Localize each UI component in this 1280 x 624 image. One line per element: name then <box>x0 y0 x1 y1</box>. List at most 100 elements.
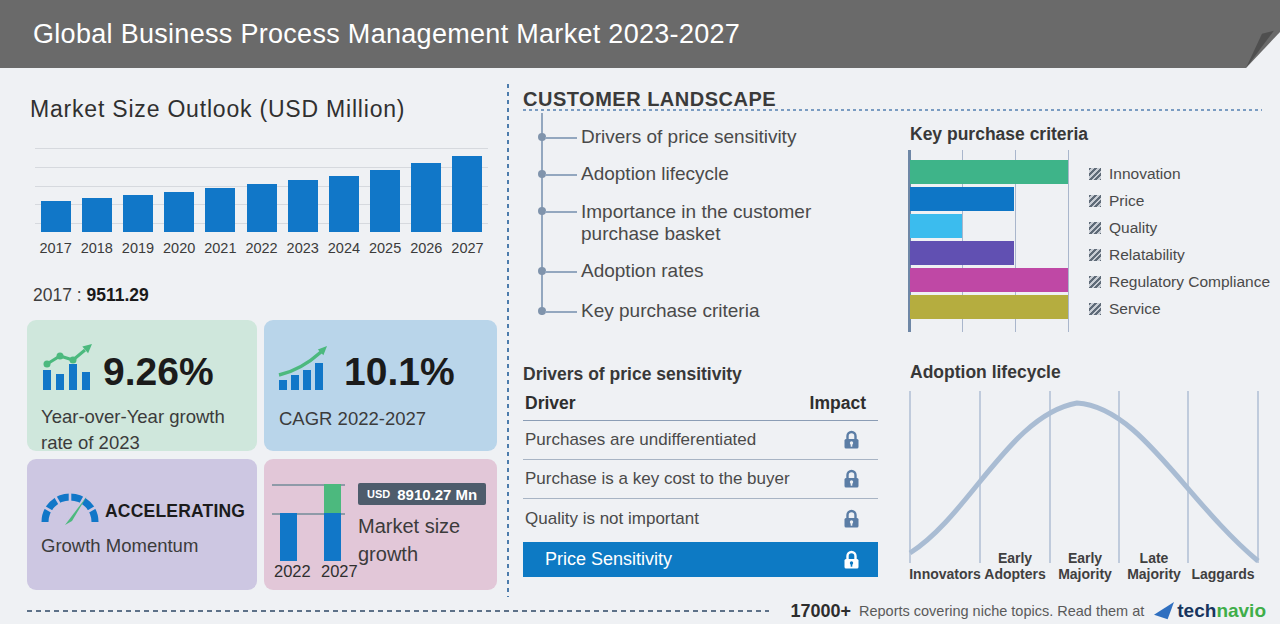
cagr-arrow-icon <box>277 344 335 392</box>
technavio-logo: technavio <box>1153 600 1266 622</box>
bar-column <box>200 140 241 232</box>
node-connector <box>545 271 577 273</box>
bar-column <box>159 140 200 232</box>
legend-label: Relatability <box>1109 246 1185 264</box>
growth-amount-badge: USD 8910.27 Mn <box>358 483 486 505</box>
x-axis-label: 2021 <box>200 240 241 256</box>
criteria-bar <box>910 295 1068 319</box>
legend-hatch-icon <box>1089 168 1101 180</box>
mini-bar-2022 <box>280 513 297 561</box>
lock-cell <box>836 509 866 529</box>
market-size-bar <box>123 195 153 232</box>
node-connector <box>545 174 577 176</box>
customer-landscape-underline <box>523 109 1262 111</box>
market-size-bar <box>247 184 277 232</box>
lock-icon <box>843 550 860 570</box>
legend-hatch-icon <box>1089 195 1101 207</box>
vertical-divider <box>507 84 509 597</box>
lock-cell <box>836 550 866 570</box>
kpc-legend: Innovation Price Quality Relatability Regula… <box>1089 160 1270 322</box>
driver-cell: Quality is not important <box>523 509 699 529</box>
kpc-gridline <box>1068 150 1069 332</box>
cagr-value: 10.1% <box>344 350 455 394</box>
x-axis-label: 2023 <box>282 240 323 256</box>
table-row: Purchases are undifferentiated <box>523 421 878 460</box>
market-size-x-axis: 2017201820192020202120222023202420252026… <box>35 240 488 256</box>
market-size-bar <box>411 163 441 232</box>
x-axis-label: 2020 <box>159 240 200 256</box>
price-sensitivity-table: Purchases are undifferentiated Purchase i… <box>523 421 878 538</box>
momentum-label: Growth Momentum <box>41 533 198 559</box>
market-size-title: Market Size Outlook (USD Million) <box>30 96 405 123</box>
legend-label: Regulatory Compliance <box>1109 273 1270 291</box>
legend-item: Innovation <box>1089 160 1270 187</box>
market-size-bar <box>329 176 359 232</box>
x-axis-label: 2017 <box>35 240 76 256</box>
footer-divider <box>27 610 769 612</box>
x-axis-label: 2024 <box>323 240 364 256</box>
bar-column <box>76 140 117 232</box>
mini-bar-2027-growth <box>324 484 341 513</box>
growth-amount: 8910.27 Mn <box>397 486 477 503</box>
x-axis-label: 2019 <box>117 240 158 256</box>
x-axis-label: 2018 <box>76 240 117 256</box>
market-size-bar <box>82 198 112 232</box>
legend-label: Quality <box>1109 219 1157 237</box>
bar-column <box>241 140 282 232</box>
driver-cell: Purchase is a key cost to the buyer <box>523 469 790 489</box>
driver-column-header: Driver <box>525 393 576 414</box>
technavio-arrow-icon <box>1153 601 1175 621</box>
x-axis-label: 2022 <box>241 240 282 256</box>
landscape-item-label: Adoption lifecycle <box>581 163 821 185</box>
legend-hatch-icon <box>1089 249 1101 261</box>
landscape-item-label: Drivers of price sensitivity <box>581 126 821 148</box>
growth-trend-icon <box>40 342 100 392</box>
lock-cell <box>836 430 866 450</box>
bar-column <box>117 140 158 232</box>
market-size-bar <box>205 188 235 232</box>
landscape-item-label: Key purchase criteria <box>581 300 821 322</box>
criteria-bar <box>910 214 962 238</box>
cagr-card: 10.1% CAGR 2022-2027 <box>264 320 497 451</box>
market-size-bar <box>164 192 194 232</box>
market-size-bar <box>452 156 482 232</box>
market-growth-label: Market size growth <box>358 512 493 568</box>
market-size-bar <box>370 170 400 232</box>
stage-label: Laggards <box>1181 566 1265 582</box>
legend-item: Quality <box>1089 214 1270 241</box>
market-size-bar <box>41 201 71 232</box>
node-connector <box>545 137 577 139</box>
lock-cell <box>836 469 866 489</box>
speedometer-icon <box>40 481 100 527</box>
landscape-item-label: Adoption rates <box>581 260 821 282</box>
bar-column <box>282 140 323 232</box>
table-row: Purchase is a key cost to the buyer <box>523 460 878 499</box>
key-purchase-criteria-title: Key purchase criteria <box>910 124 1088 145</box>
adoption-lifecycle-title: Adoption lifecycle <box>910 362 1061 383</box>
criteria-bar <box>910 241 1014 265</box>
x-axis-label: 2025 <box>365 240 406 256</box>
legend-item: Price <box>1089 187 1270 214</box>
footer: 17000+ Reports covering niche topics. Re… <box>790 596 1266 624</box>
x-axis-label: 2027 <box>447 240 488 256</box>
mini-year-2022: 2022 <box>274 562 311 581</box>
legend-item: Regulatory Compliance <box>1089 268 1270 295</box>
market-growth-mini-chart <box>272 484 345 561</box>
adoption-lifecycle-labels: InnovatorsEarly AdoptersEarly MajorityLa… <box>900 538 1270 582</box>
lock-icon <box>843 469 860 489</box>
market-size-bar <box>288 180 318 232</box>
bar-column <box>323 140 364 232</box>
legend-label: Price <box>1109 192 1144 210</box>
kpc-bar-chart <box>910 160 1068 322</box>
price-sensitivity-table-header: Driver Impact <box>523 393 878 421</box>
bar-column <box>447 140 488 232</box>
highlight-label: Price Sensitivity <box>523 549 672 570</box>
cagr-label: CAGR 2022-2027 <box>279 406 426 432</box>
criteria-bar <box>910 268 1068 292</box>
mini-bar-2027-base <box>324 513 341 561</box>
lock-icon <box>843 430 860 450</box>
base-year-value: 2017 : 9511.29 <box>33 285 149 306</box>
currency-label: USD <box>367 488 390 500</box>
legend-hatch-icon <box>1089 276 1101 288</box>
landscape-item-label: Importance in the customer purchase bask… <box>581 201 821 246</box>
